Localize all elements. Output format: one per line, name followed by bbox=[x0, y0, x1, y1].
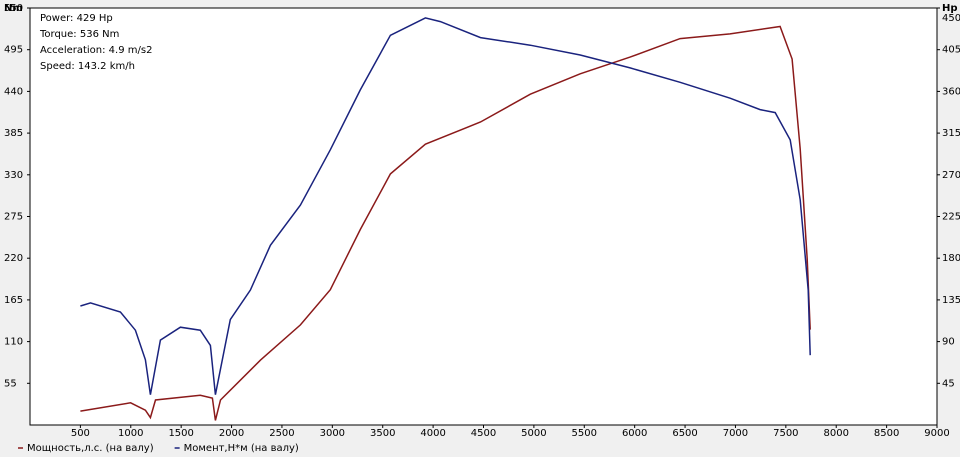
legend-label: Момент,Н*м (на валу) bbox=[184, 443, 299, 454]
x-tick-label: 7000 bbox=[723, 428, 748, 439]
plot-area bbox=[29, 7, 938, 426]
series-line bbox=[80, 17, 811, 395]
y-axis-label: Nm bbox=[4, 3, 23, 14]
y-tick-label: 330 bbox=[4, 170, 23, 181]
y2-tick-label: 135 bbox=[942, 295, 960, 306]
x-tick-label: 5000 bbox=[521, 428, 546, 439]
x-tick-label: 5500 bbox=[572, 428, 597, 439]
y2-tick-label: 45 bbox=[942, 378, 955, 389]
x-tick-label: 3500 bbox=[370, 428, 395, 439]
info-text: Torque: 536 Nm bbox=[39, 29, 119, 40]
x-tick-label: 8500 bbox=[874, 428, 899, 439]
y-tick-label: 110 bbox=[4, 337, 23, 348]
y2-tick-label: 225 bbox=[942, 212, 960, 223]
y-tick-label: 385 bbox=[4, 128, 23, 139]
x-tick-label: 3000 bbox=[320, 428, 345, 439]
x-tick-label: 9000 bbox=[924, 428, 949, 439]
x-tick-label: 2000 bbox=[219, 428, 244, 439]
y-tick-label: 165 bbox=[4, 295, 23, 306]
y-tick-label: 440 bbox=[4, 86, 23, 97]
x-tick-label: 6000 bbox=[622, 428, 647, 439]
info-text: Speed: 143.2 km/h bbox=[40, 61, 135, 72]
series-line bbox=[80, 25, 811, 421]
x-tick-label: 1000 bbox=[118, 428, 143, 439]
info-text: Acceleration: 4.9 m/s2 bbox=[40, 45, 152, 56]
y-tick-label: 550 bbox=[4, 3, 23, 14]
y2-axis-label: Hp bbox=[942, 3, 958, 14]
legend-label: Мощность,л.с. (на валу) bbox=[27, 443, 154, 454]
x-tick-label: 2500 bbox=[269, 428, 294, 439]
y-tick-label: 55 bbox=[4, 378, 17, 389]
y2-tick-label: 315 bbox=[942, 128, 960, 139]
x-tick-label: 4000 bbox=[420, 428, 445, 439]
y2-tick-label: 270 bbox=[942, 170, 960, 181]
info-text: Power: 429 Hp bbox=[40, 13, 113, 24]
y-tick-label: 495 bbox=[4, 45, 23, 56]
x-tick-label: 1500 bbox=[168, 428, 193, 439]
y2-tick-label: 90 bbox=[942, 337, 955, 348]
x-tick-label: 8000 bbox=[823, 428, 848, 439]
x-tick-label: 500 bbox=[71, 428, 90, 439]
y-tick-label: 275 bbox=[4, 212, 23, 223]
x-tick-label: 4500 bbox=[471, 428, 496, 439]
x-tick-label: 6500 bbox=[672, 428, 697, 439]
y2-tick-label: 180 bbox=[942, 253, 960, 264]
y-tick-label: 220 bbox=[4, 253, 23, 264]
y2-tick-label: 450 bbox=[942, 13, 960, 24]
x-tick-label: 7500 bbox=[773, 428, 798, 439]
y2-tick-label: 405 bbox=[942, 45, 960, 56]
y2-tick-label: 360 bbox=[942, 86, 960, 97]
